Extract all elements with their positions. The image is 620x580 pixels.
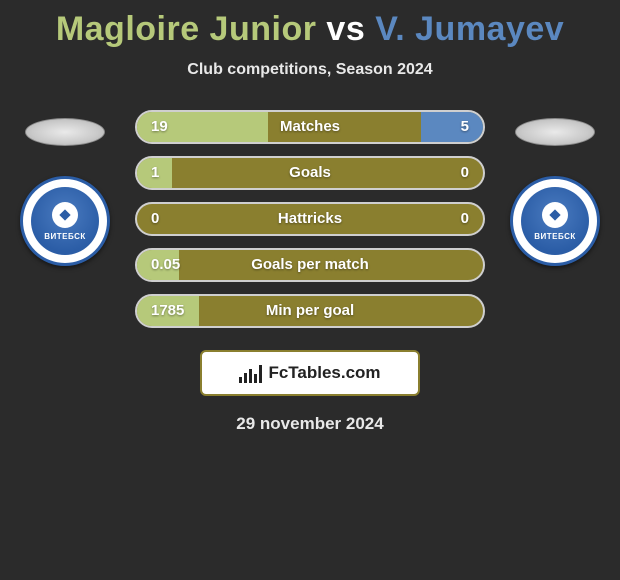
- player2-name: V. Jumayev: [375, 10, 564, 48]
- player1-name: Magloire Junior: [56, 10, 317, 48]
- stat-label: Goals per match: [137, 250, 483, 280]
- stats-container: 19 Matches 5 1 Goals 0 0 Hattricks 0 0.0…: [0, 110, 620, 340]
- stat-value-right: 0: [461, 158, 469, 188]
- stat-row-hattricks: 0 Hattricks 0: [135, 202, 485, 236]
- vs-separator: vs: [326, 10, 365, 48]
- page-title: Magloire Junior vs V. Jumayev: [0, 0, 620, 49]
- subtitle: Club competitions, Season 2024: [0, 61, 620, 79]
- stat-label: Hattricks: [137, 204, 483, 234]
- stat-value-right: 5: [461, 112, 469, 142]
- stat-row-matches: 19 Matches 5: [135, 110, 485, 144]
- stat-label: Min per goal: [137, 296, 483, 326]
- stat-row-min-per-goal: 1785 Min per goal: [135, 294, 485, 328]
- brand-text: FcTables.com: [268, 363, 380, 383]
- stat-label: Matches: [137, 112, 483, 142]
- stat-row-goals: 1 Goals 0: [135, 156, 485, 190]
- bar-chart-icon: [239, 363, 262, 383]
- brand-box[interactable]: FcTables.com: [200, 350, 420, 396]
- stat-row-goals-per-match: 0.05 Goals per match: [135, 248, 485, 282]
- stat-label: Goals: [137, 158, 483, 188]
- footer-section: FcTables.com 29 november 2024: [0, 350, 620, 434]
- stat-value-right: 0: [461, 204, 469, 234]
- date-line: 29 november 2024: [0, 414, 620, 434]
